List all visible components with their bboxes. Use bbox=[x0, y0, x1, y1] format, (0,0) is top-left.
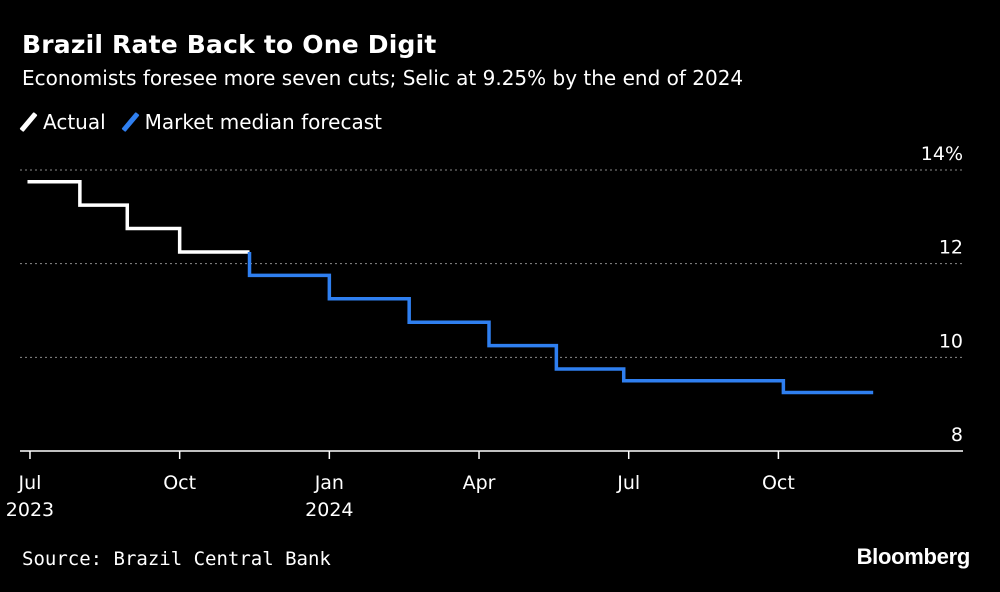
legend-label-actual: Actual bbox=[43, 110, 106, 134]
y-tick-label-14: 14% bbox=[921, 143, 963, 165]
series-line-actual bbox=[27, 179, 250, 254]
x-tick-year-0: 2023 bbox=[6, 499, 54, 521]
chart-legend: Actual Market median forecast bbox=[19, 110, 400, 134]
legend-item-actual: Actual bbox=[19, 110, 106, 134]
y-tick-label-12: 12 bbox=[939, 237, 963, 259]
x-tick-label-5: Oct bbox=[762, 472, 795, 494]
grid-lines bbox=[20, 169, 963, 358]
x-axis-ticks: Jul 2023 Oct Jan 2024 Apr Jul Oct bbox=[6, 451, 795, 521]
legend-item-forecast: Market median forecast bbox=[121, 110, 382, 134]
legend-label-forecast: Market median forecast bbox=[144, 110, 382, 134]
x-tick-label-3: Apr bbox=[463, 472, 496, 494]
series-line-forecast bbox=[247, 251, 874, 395]
source-note: Source: Brazil Central Bank bbox=[22, 548, 331, 570]
chart-subtitle: Economists foresee more seven cuts; Seli… bbox=[22, 66, 744, 90]
x-tick-label-4: Jul bbox=[616, 472, 640, 494]
y-tick-label-10: 10 bbox=[939, 330, 963, 352]
y-tick-label-8: 8 bbox=[951, 424, 963, 446]
chart-title: Brazil Rate Back to One Digit bbox=[22, 30, 437, 59]
y-axis-ticks: 14% 12 10 8 bbox=[921, 143, 963, 446]
x-tick-label-2: Jan bbox=[314, 472, 344, 494]
x-tick-label-0: Jul bbox=[18, 472, 42, 494]
bloomberg-logo: Bloomberg bbox=[856, 544, 971, 569]
x-tick-year-2: 2024 bbox=[305, 499, 353, 521]
series-lines bbox=[27, 179, 874, 395]
x-tick-label-1: Oct bbox=[163, 472, 196, 494]
